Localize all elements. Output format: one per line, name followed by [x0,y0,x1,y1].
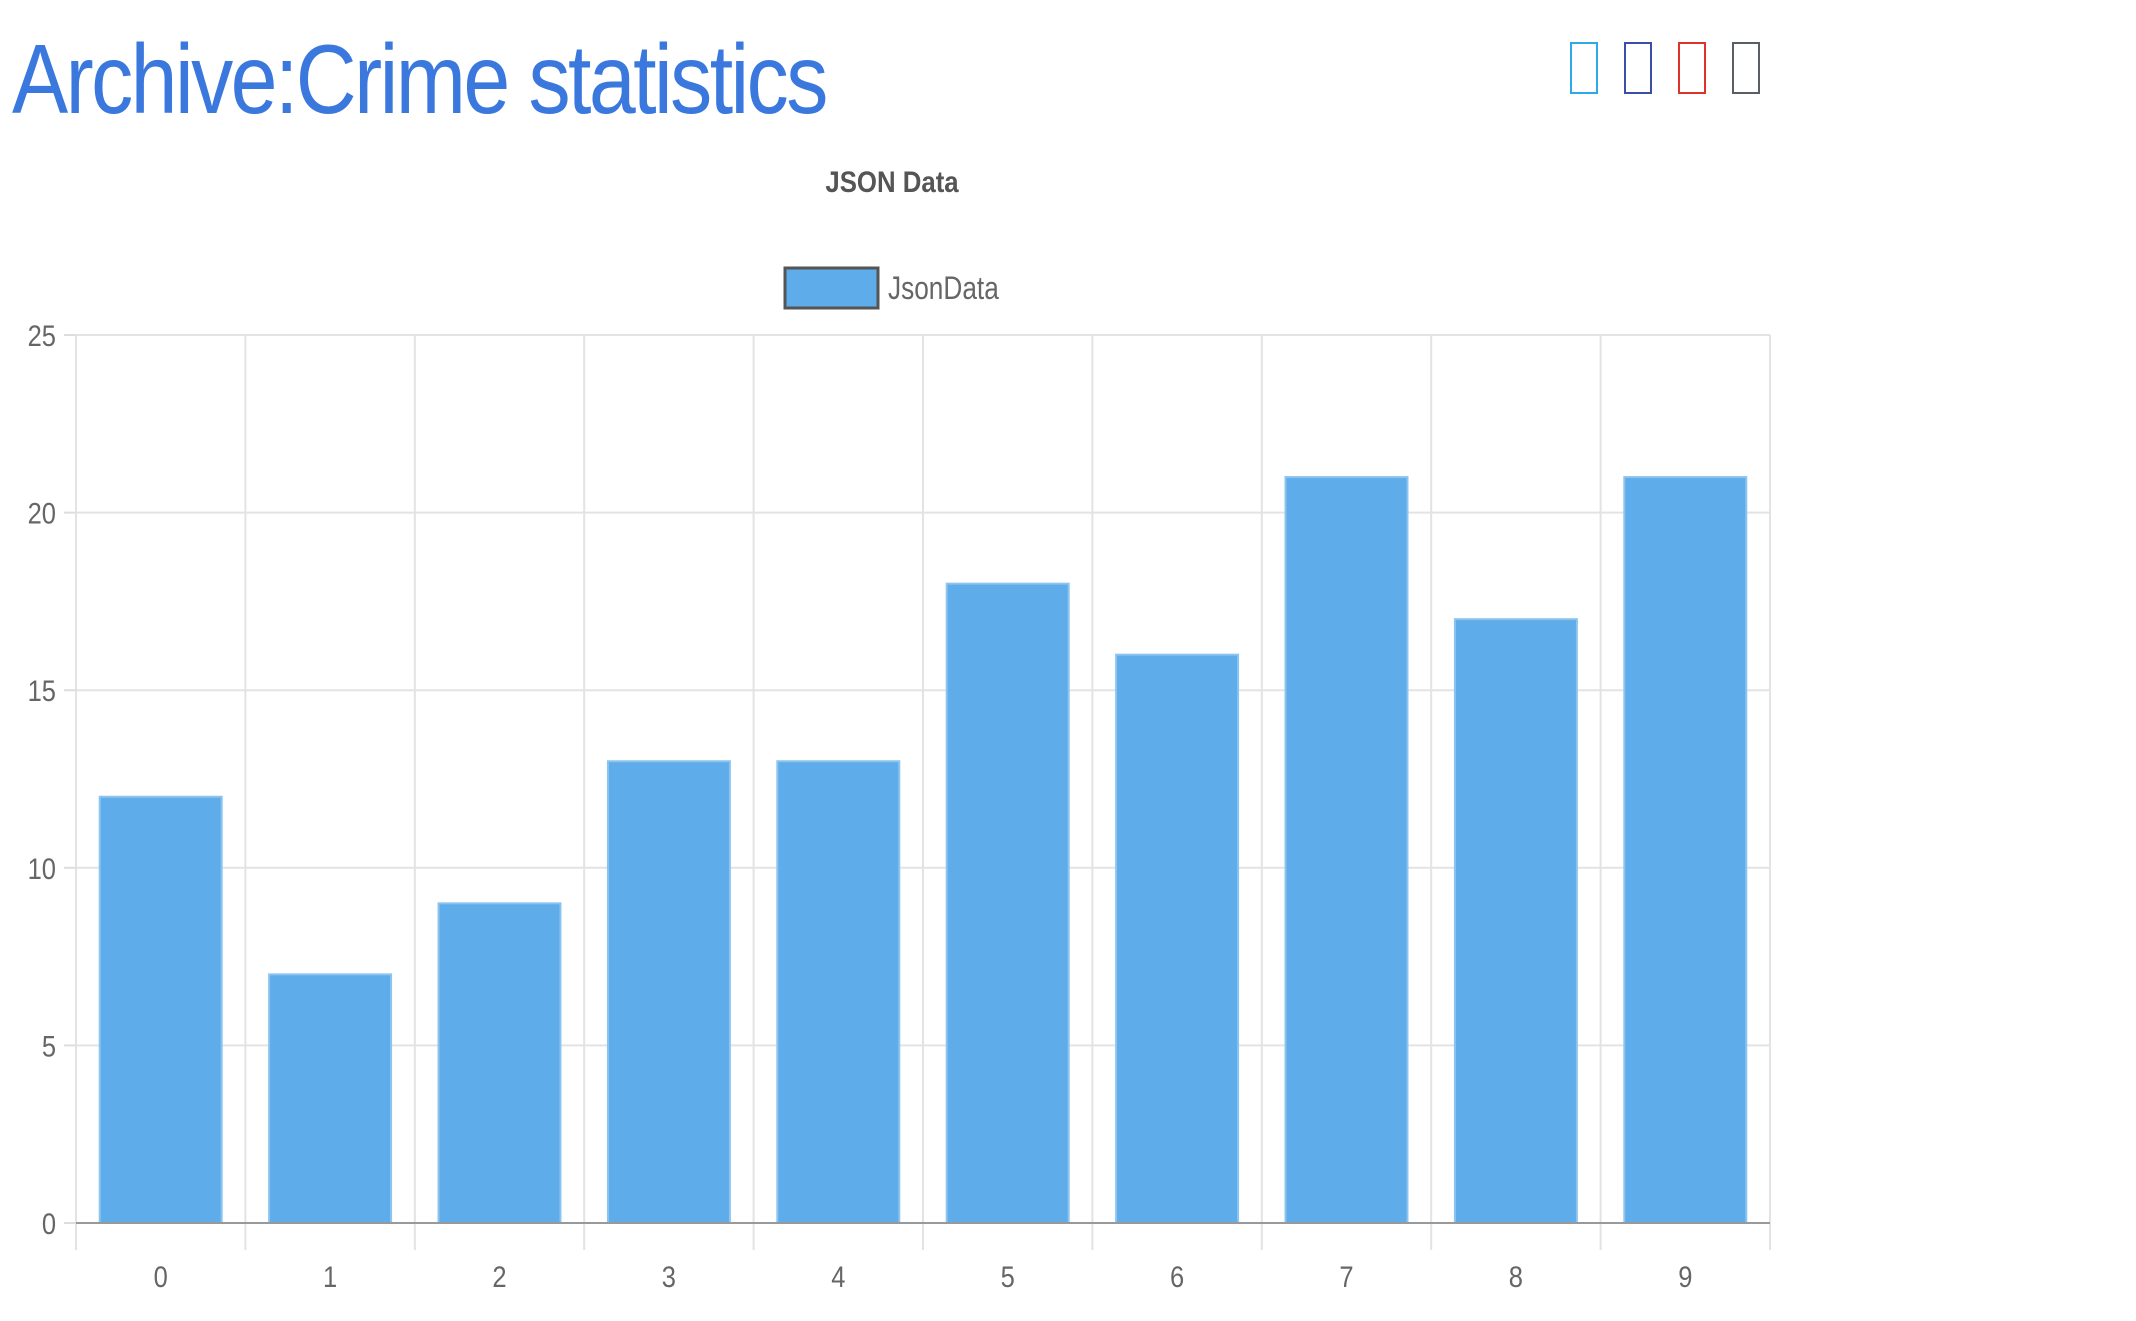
bar[interactable] [776,760,901,1224]
x-tick-label: 2 [492,1260,506,1293]
x-tick-label: 0 [154,1260,168,1293]
bar[interactable] [268,973,393,1224]
bar[interactable] [1115,653,1240,1224]
page-title: Archive:Crime statistics [12,24,828,134]
chart-bars [98,476,1748,1225]
y-axis-ticks: 0 5 10 15 20 25 [28,319,76,1240]
x-tick-label: 8 [1509,1260,1523,1293]
x-tick-label: 5 [1001,1260,1015,1293]
bar-chart: JSON Data JsonData 0 5 10 15 20 25 0 1 2 3 4 5 6 7 8 9 [28,165,1771,1293]
x-tick-label: 3 [662,1260,676,1293]
bar[interactable] [606,760,731,1224]
y-tick-label: 25 [28,319,56,352]
share-icon-2[interactable] [1624,42,1652,94]
y-tick-label: 5 [42,1029,56,1062]
bar[interactable] [1453,618,1578,1225]
x-tick-label: 9 [1678,1260,1692,1293]
bar[interactable] [437,902,562,1224]
bar[interactable] [98,795,223,1224]
x-tick-label: 4 [831,1260,845,1293]
y-tick-label: 20 [28,497,56,530]
legend-swatch [783,266,880,310]
chart-legend[interactable]: JsonData [783,266,999,310]
x-tick-label: 7 [1339,1260,1353,1293]
x-tick-label: 1 [323,1260,337,1293]
x-axis-ticks: 0 1 2 3 4 5 6 7 8 9 [154,1260,1693,1293]
bar[interactable] [1623,476,1748,1224]
share-icon-1[interactable] [1570,42,1598,94]
bar[interactable] [945,582,1070,1224]
x-tick-label: 6 [1170,1260,1184,1293]
share-icon-4[interactable] [1732,42,1760,94]
chart-container: JSON Data JsonData 0 5 10 15 20 25 0 1 2 3 4 5 6 7 8 9 [0,160,1800,1316]
y-tick-label: 15 [28,674,56,707]
share-icon-3[interactable] [1678,42,1706,94]
y-tick-label: 0 [42,1207,56,1240]
chart-title: JSON Data [825,165,959,198]
y-tick-label: 10 [28,852,56,885]
legend-label: JsonData [888,272,999,307]
bar[interactable] [1284,476,1409,1224]
